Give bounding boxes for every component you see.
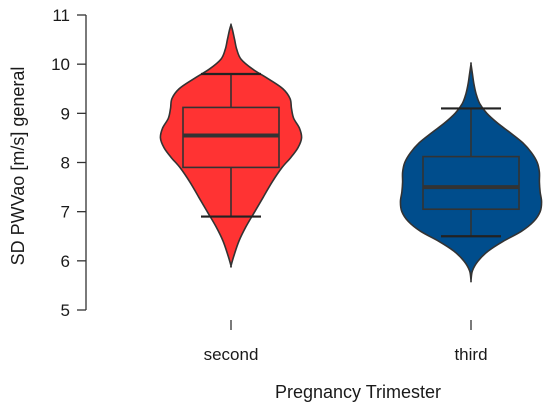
y-tick-label: 8: [61, 154, 70, 173]
x-tick-label: second: [204, 345, 259, 364]
y-tick-label: 6: [61, 252, 70, 271]
x-tick-label: third: [454, 345, 487, 364]
x-axis-title: Pregnancy Trimester: [275, 382, 441, 402]
y-tick-label: 5: [61, 301, 70, 320]
x-axis: second third: [204, 320, 488, 364]
box-third: [422, 155, 520, 211]
y-tick-label: 7: [61, 203, 70, 222]
y-tick-label: 9: [61, 104, 70, 123]
y-tick-label: 10: [51, 55, 70, 74]
y-axis: 5 6 7 8 9 10 11: [51, 6, 87, 320]
y-tick-label: 11: [52, 6, 70, 25]
violin-second: [159, 23, 303, 268]
y-axis-title: SD PWVao [m/s] general: [8, 67, 28, 266]
violin-third: [399, 62, 543, 283]
plot-area: [159, 23, 543, 283]
